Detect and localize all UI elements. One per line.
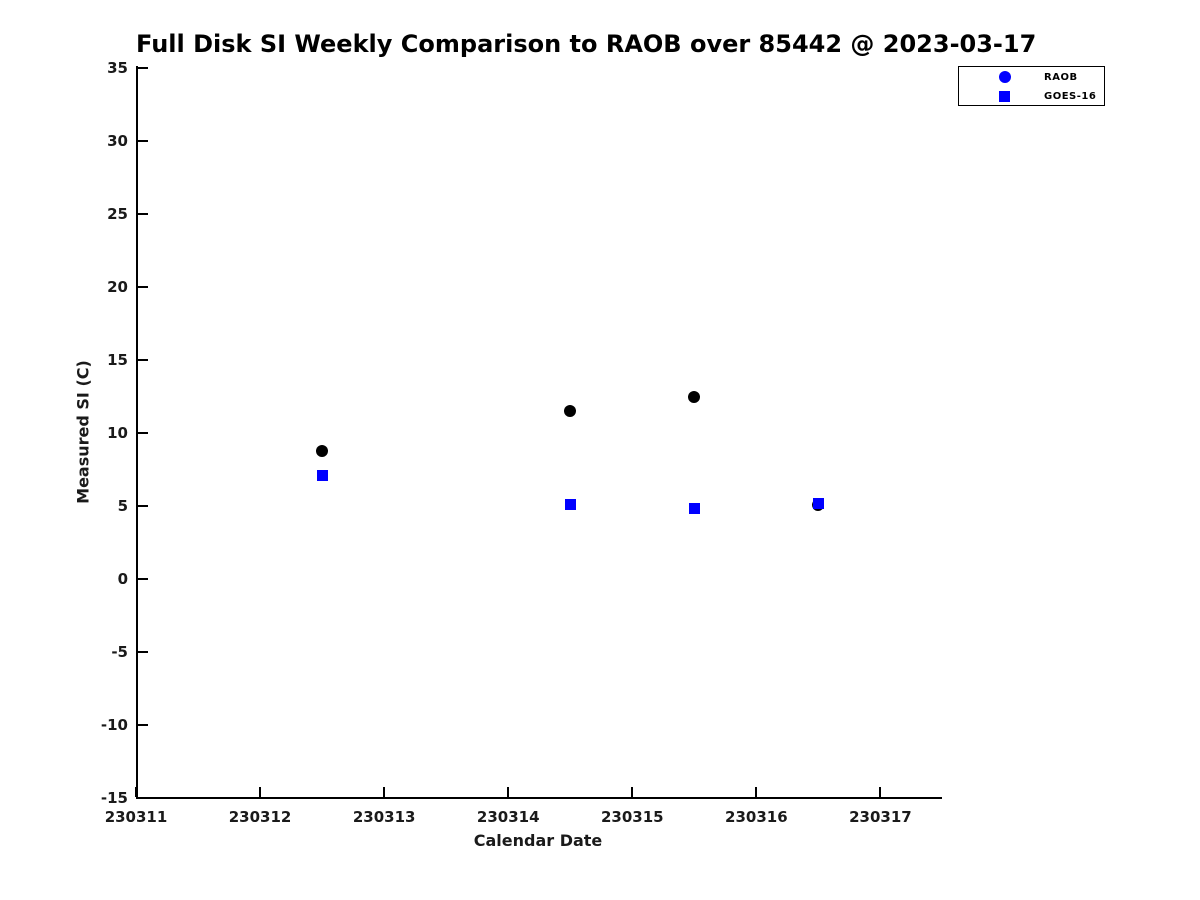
x-tick [383, 787, 386, 797]
x-tick-label: 230317 [849, 808, 912, 826]
y-tick [138, 505, 148, 507]
x-tick-label: 230313 [352, 808, 416, 826]
y-tick-label: 15 [107, 351, 128, 369]
x-tick [879, 787, 882, 797]
x-axis-label: Calendar Date [473, 831, 603, 850]
y-tick [138, 67, 148, 69]
legend-item-raob: RAOB [959, 68, 1104, 86]
y-tick [138, 432, 148, 434]
x-tick-label: 230311 [104, 808, 168, 826]
y-tick-label: 30 [107, 132, 128, 150]
legend: RAOB GOES-16 [958, 66, 1105, 106]
y-tick [138, 578, 148, 580]
x-tick [507, 787, 510, 797]
y-tick-label: 35 [107, 59, 128, 77]
y-tick [138, 213, 148, 215]
y-tick [138, 359, 148, 361]
y-tick-label: -10 [100, 716, 128, 734]
y-tick-label: 0 [117, 570, 128, 588]
data-point-raob [316, 444, 329, 457]
goes-16-legend-marker-icon [999, 90, 1010, 102]
y-tick [138, 651, 148, 653]
x-tick [259, 787, 262, 797]
y-tick [138, 797, 148, 799]
data-point-goes-16 [564, 499, 576, 511]
y-axis-line [136, 66, 138, 799]
y-tick-label: -15 [100, 789, 128, 807]
y-tick-label: 25 [107, 205, 128, 223]
y-tick [138, 724, 148, 726]
x-tick [631, 787, 634, 797]
data-point-goes-16 [688, 503, 700, 515]
legend-label-raob: RAOB [1044, 71, 1078, 83]
data-point-raob [688, 390, 701, 403]
x-tick-label: 230314 [476, 808, 540, 826]
legend-label-goes-16: GOES-16 [1044, 90, 1097, 102]
raob-legend-marker-icon [999, 71, 1011, 83]
x-tick-label: 230315 [600, 808, 664, 826]
x-tick-label: 230312 [228, 808, 292, 826]
y-tick-label: 10 [107, 424, 128, 442]
y-tick-label: 20 [107, 278, 128, 296]
data-point-goes-16 [316, 469, 328, 481]
x-tick [755, 787, 758, 797]
data-point-goes-16 [812, 497, 824, 509]
y-tick-label: -5 [111, 643, 128, 661]
y-tick-label: 5 [117, 497, 128, 515]
data-point-raob [564, 405, 577, 418]
legend-item-goes-16: GOES-16 [959, 87, 1104, 105]
y-tick [138, 140, 148, 142]
x-tick [135, 787, 137, 797]
x-tick-label: 230316 [725, 808, 788, 826]
y-tick [138, 286, 148, 288]
chart-title: Full Disk SI Weekly Comparison to RAOB o… [136, 30, 1037, 58]
x-axis-line [136, 797, 942, 799]
